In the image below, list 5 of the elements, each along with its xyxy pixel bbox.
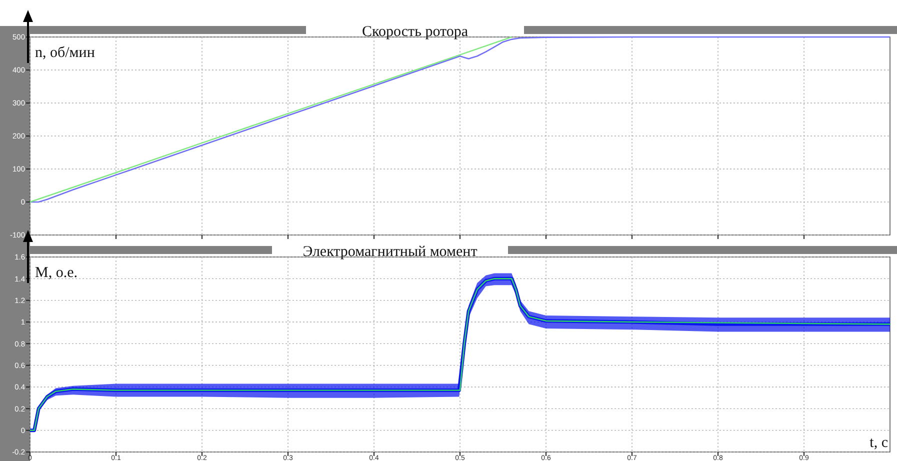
y-axis-title: n, об/мин [35,45,95,61]
x-axis-title: t, c [870,435,888,451]
y-axis-title: M, о.е. [35,265,78,281]
chart-title: Скорость ротора [362,24,468,40]
chart-title: Электромагнитный момент [302,244,478,260]
